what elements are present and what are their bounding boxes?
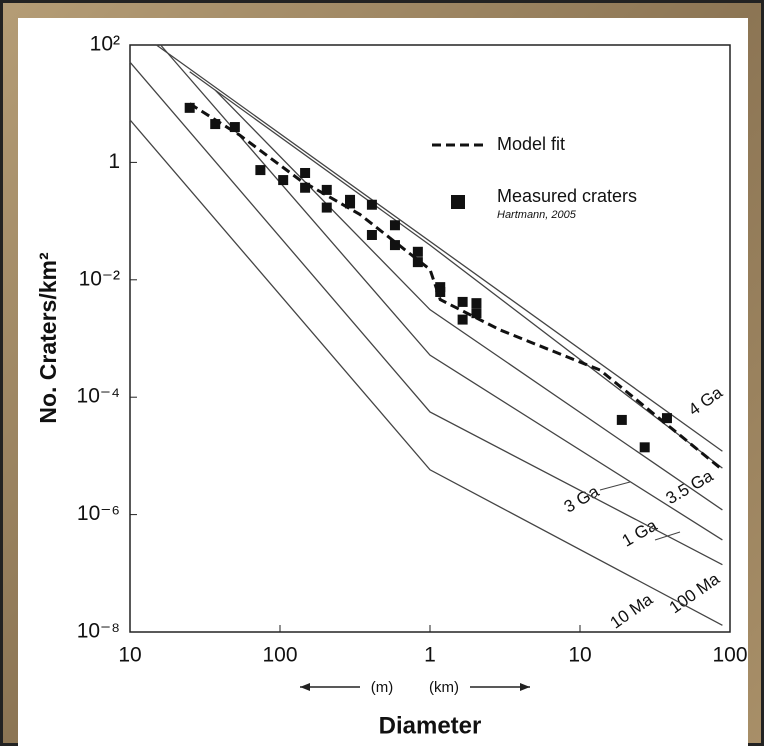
crater-point	[210, 119, 221, 130]
crater-point	[366, 229, 377, 240]
crater-point	[184, 102, 195, 113]
y-tick-label: 10⁻⁸	[77, 620, 120, 643]
annotation: (m)	[371, 679, 394, 696]
annotation: (km)	[429, 679, 459, 696]
crater-point	[435, 286, 446, 297]
crater-point	[457, 314, 468, 325]
crater-point	[412, 257, 423, 268]
crater-point	[321, 184, 332, 195]
y-tick-label: 10⁻⁶	[77, 502, 120, 525]
isochron-line	[189, 71, 723, 469]
legend-label: Model fit	[497, 134, 565, 154]
crater-point	[457, 296, 468, 307]
crater-point	[412, 246, 423, 257]
y-tick-label: 1	[108, 150, 120, 173]
crater-point	[345, 198, 356, 209]
isochron-line	[129, 119, 723, 626]
crater-point	[389, 220, 400, 231]
leader-line	[599, 481, 631, 491]
legend-marker	[451, 195, 465, 209]
crater-point	[471, 298, 482, 309]
y-tick-label: 10²	[90, 33, 120, 56]
y-tick-label: 10⁻²	[79, 267, 120, 290]
crater-point	[639, 442, 650, 453]
crater-point	[366, 199, 377, 210]
crater-point	[229, 122, 240, 133]
y-axis-title: No. Craters/km²	[35, 252, 61, 424]
isochron-line	[129, 61, 723, 566]
x-tick-label: 1	[424, 644, 436, 667]
arrow-head	[300, 683, 310, 691]
arrow-head	[520, 683, 530, 691]
x-axis-title: Diameter	[379, 712, 482, 739]
crater-point	[300, 182, 311, 193]
x-tick-label: 10	[568, 644, 591, 667]
isochron-line	[214, 89, 723, 511]
panel	[18, 18, 748, 746]
crater-point	[255, 165, 266, 176]
crater-point	[278, 175, 289, 186]
crater-point	[389, 240, 400, 251]
model-fit-line	[188, 102, 724, 471]
isochron-line	[156, 44, 723, 452]
legend-source: Hartmann, 2005	[497, 209, 577, 221]
crater-point	[321, 202, 332, 213]
crater-point	[661, 413, 672, 424]
legend-label: Measured craters	[497, 186, 637, 206]
y-tick-label: 10⁻⁴	[77, 385, 120, 408]
isochron-line	[160, 44, 723, 541]
x-tick-label: 100	[712, 644, 747, 667]
x-tick-label: 10	[118, 644, 141, 667]
x-tick-label: 100	[262, 644, 297, 667]
crater-point	[616, 414, 627, 425]
crater-point	[300, 167, 311, 178]
crater-point	[471, 308, 482, 319]
